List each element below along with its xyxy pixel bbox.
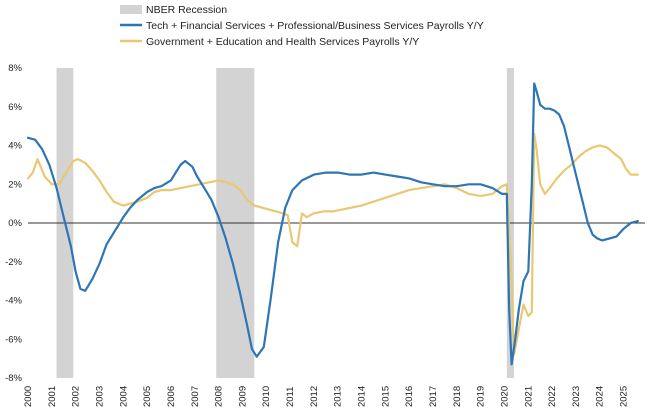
legend: NBER Recession Tech + Financial Services… (120, 4, 484, 48)
y-tick-label: 8% (8, 63, 22, 74)
x-tick-label: 2011 (285, 387, 296, 407)
x-tick-label: 2025 (619, 386, 630, 407)
x-tick-label: 2023 (571, 386, 582, 407)
x-axis: 2000 2001 2002 2003 2004 2005 2006 2007 2008 2009… (23, 386, 630, 407)
x-tick-label: 2005 (142, 386, 153, 407)
x-tick-label: 2021 (523, 386, 534, 407)
x-tick-label: 2006 (166, 386, 177, 407)
x-tick-label: 2007 (190, 386, 201, 407)
series-layer (26, 82, 640, 366)
x-tick-label: 2004 (118, 386, 129, 407)
x-tick-label: 2010 (261, 386, 272, 407)
x-tick-label: 2001 (47, 386, 58, 407)
y-tick-label: -4% (5, 296, 22, 307)
legend-series-2-label: Government + Education and Health Servic… (146, 36, 419, 48)
y-tick-label: 4% (8, 141, 22, 152)
x-tick-label: 2022 (547, 386, 558, 407)
x-tick-label: 2014 (357, 386, 368, 407)
y-tick-label: -6% (5, 334, 22, 345)
x-tick-label: 2000 (23, 386, 34, 407)
x-tick-label: 2019 (476, 386, 487, 407)
x-tick-label: 2008 (214, 386, 225, 407)
series-line-2 (26, 132, 640, 356)
series-line-1 (26, 82, 640, 366)
x-tick-label: 2015 (380, 386, 391, 407)
y-tick-label: 0% (8, 218, 22, 229)
x-tick-label: 2016 (404, 386, 415, 407)
x-tick-label: 2018 (452, 386, 463, 407)
y-axis: -8% -6% -4% -2% 0% 2% 4% 6% 8% (5, 63, 22, 384)
x-tick-label: 2003 (94, 386, 105, 407)
legend-series-1-label: Tech + Financial Services + Professional… (146, 20, 484, 32)
y-tick-label: 2% (8, 179, 22, 190)
x-tick-label: 2024 (595, 386, 606, 407)
y-tick-label: -2% (5, 257, 22, 268)
x-tick-label: 2020 (499, 386, 510, 407)
legend-recession-swatch (120, 5, 142, 14)
legend-recession-label: NBER Recession (146, 4, 227, 16)
x-tick-label: 2012 (309, 386, 320, 407)
x-tick-label: 2013 (333, 386, 344, 407)
y-tick-label: 6% (8, 102, 22, 113)
x-tick-label: 2017 (428, 386, 439, 407)
x-tick-label: 2002 (71, 386, 82, 407)
x-tick-label: 2009 (237, 386, 248, 407)
y-tick-label: -8% (5, 373, 22, 384)
